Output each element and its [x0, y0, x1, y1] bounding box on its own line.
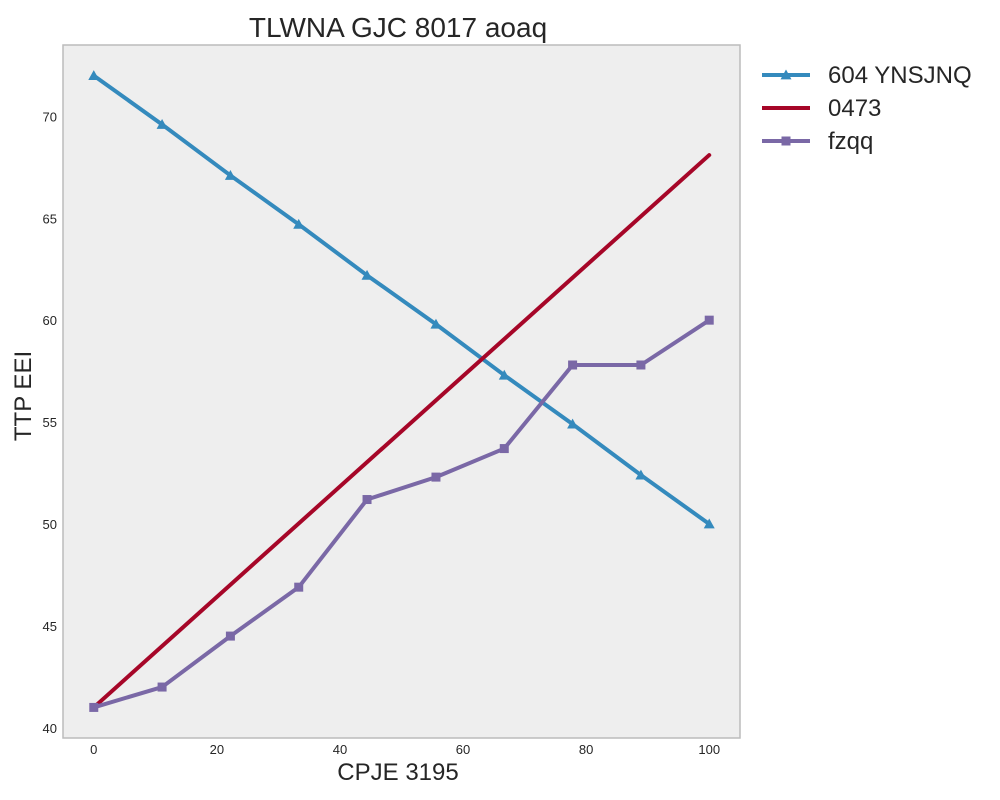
x-axis-label: CPJE 3195 [337, 759, 458, 786]
series-layer [88, 70, 715, 712]
data-point [431, 472, 441, 482]
legend-item: fzqq [762, 128, 873, 155]
data-point [157, 682, 167, 692]
data-point [703, 518, 715, 529]
data-point [89, 702, 99, 712]
data-point [156, 118, 168, 129]
y-tick-label: 70 [43, 109, 57, 124]
legend-label: 0473 [828, 95, 881, 122]
series-1 [88, 70, 715, 529]
data-point [499, 444, 509, 454]
series-3 [89, 315, 714, 712]
series-line [91, 73, 712, 526]
x-tick-label: 60 [456, 742, 470, 757]
legend-item: 0473 [762, 95, 881, 122]
y-tick-label: 65 [43, 211, 57, 226]
x-tick-label: 20 [210, 742, 224, 757]
x-tick-label: 80 [579, 742, 593, 757]
legend-item: 604 YNSJNQ [762, 62, 972, 89]
data-point [704, 315, 714, 325]
y-tick-label: 55 [43, 415, 57, 430]
legend-label: fzqq [828, 128, 873, 155]
data-point [225, 631, 235, 641]
data-point [361, 269, 373, 280]
y-tick-label: 40 [43, 721, 57, 736]
chart-title: TLWNA GJC 8017 aoaq [249, 12, 547, 43]
plot-area [62, 44, 741, 739]
legend-marker [780, 69, 792, 80]
legend-marker [781, 136, 791, 146]
x-axis-ticks: 0 20 40 60 80 100 [90, 742, 720, 757]
data-point [294, 582, 304, 592]
data-point [362, 495, 372, 505]
y-axis-ticks: 40 45 50 55 60 65 70 [43, 109, 57, 735]
data-point [567, 418, 579, 429]
y-axis-label: TTP EEI [10, 351, 37, 441]
data-point [430, 318, 442, 329]
data-point [88, 70, 100, 80]
data-point [498, 369, 510, 380]
legend: 604 YNSJNQ 0473 fzqq [762, 62, 972, 155]
x-tick-label: 100 [698, 742, 720, 757]
y-tick-label: 60 [43, 313, 57, 328]
series-2 [91, 153, 712, 710]
series-line [91, 318, 712, 710]
x-tick-label: 40 [333, 742, 347, 757]
data-point [635, 469, 647, 480]
y-tick-label: 45 [43, 619, 57, 634]
data-point [224, 169, 236, 180]
data-point [293, 218, 305, 229]
legend-label: 604 YNSJNQ [828, 62, 972, 89]
data-point [568, 360, 578, 370]
x-tick-label: 0 [90, 742, 97, 757]
series-line [91, 153, 712, 710]
y-tick-label: 50 [43, 517, 57, 532]
data-point [636, 360, 646, 370]
